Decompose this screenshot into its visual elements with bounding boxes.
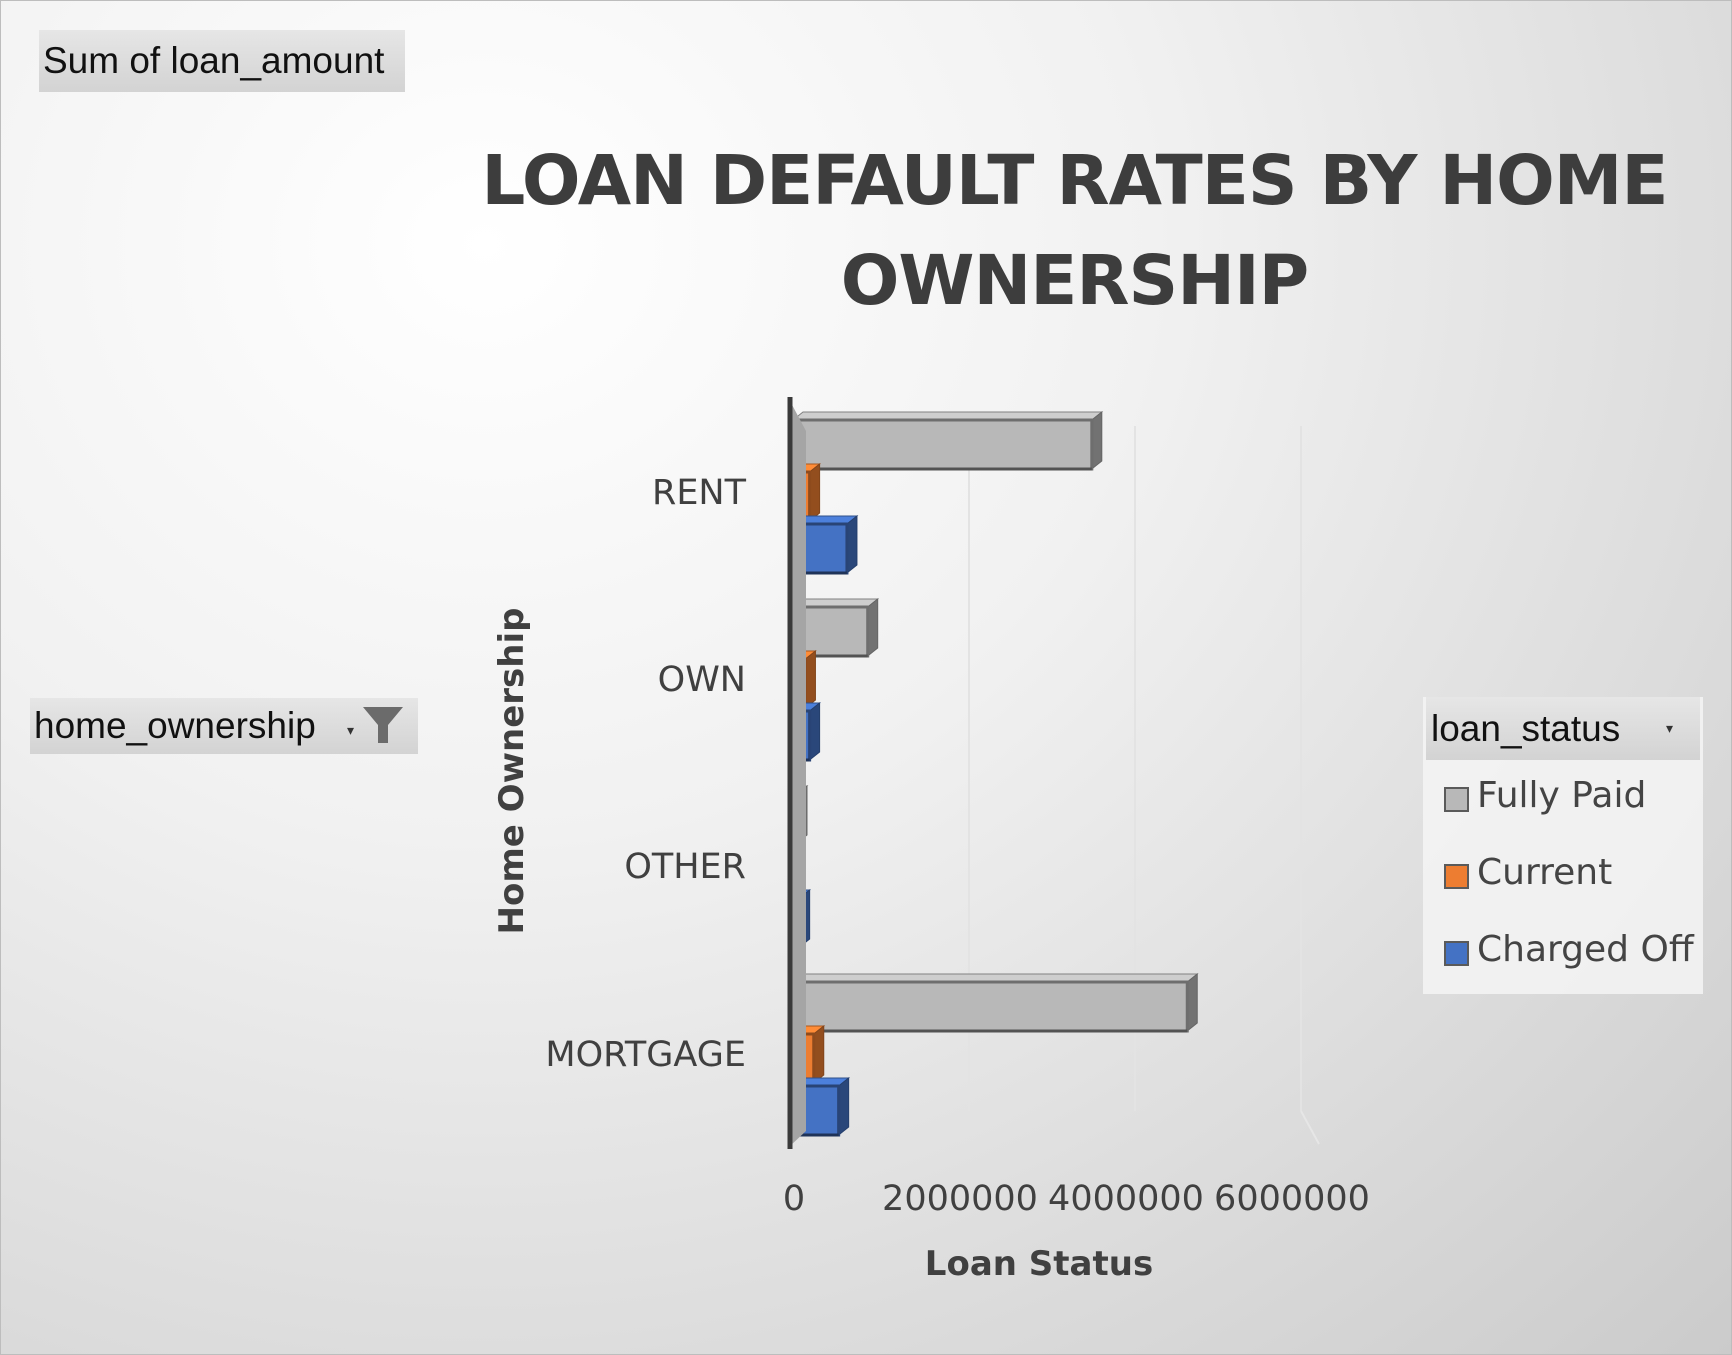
x-axis-title: Loan Status (925, 1244, 1153, 1284)
axis-field-button[interactable]: home_ownership ▾ (30, 698, 418, 754)
values-field-label: Sum of loan_amount (43, 40, 385, 81)
x-tick-label: 0 (783, 1179, 805, 1219)
gridline (1300, 1110, 1320, 1145)
chart-title: LOAN DEFAULT RATES BY HOME OWNERSHIP (481, 141, 1668, 321)
x-tick-label: 2000000 (882, 1179, 1038, 1219)
legend-item-label[interactable]: Current (1477, 852, 1613, 893)
y-tick-label: OWN (658, 660, 746, 700)
legend-swatch (1444, 941, 1469, 966)
legend-field-label: loan_status (1431, 708, 1621, 749)
x-tick-label: 4000000 (1048, 1179, 1204, 1219)
y-tick-label: RENT (652, 473, 747, 513)
axis-field-label: home_ownership (34, 705, 316, 746)
legend-field-button[interactable]: loan_status ▾ (1426, 697, 1700, 760)
y-axis-title: Home Ownership (492, 608, 532, 935)
y-tick-label: MORTGAGE (545, 1035, 746, 1075)
chevron-down-icon[interactable]: ▾ (1666, 720, 1674, 736)
bar (791, 972, 1199, 1033)
x-tick-label: 6000000 (1214, 1179, 1370, 1219)
chevron-down-icon[interactable]: ▾ (347, 722, 355, 738)
legend-item-label[interactable]: Charged Off (1477, 929, 1694, 970)
bar (791, 410, 1104, 471)
legend-swatch (1444, 787, 1469, 812)
funnel-icon[interactable] (362, 704, 404, 746)
y-tick-label: OTHER (624, 847, 746, 887)
legend-swatch (1444, 864, 1469, 889)
axis-wall (790, 401, 806, 1146)
legend-item-label[interactable]: Fully Paid (1477, 775, 1647, 816)
values-field-button[interactable]: Sum of loan_amount (39, 30, 405, 92)
